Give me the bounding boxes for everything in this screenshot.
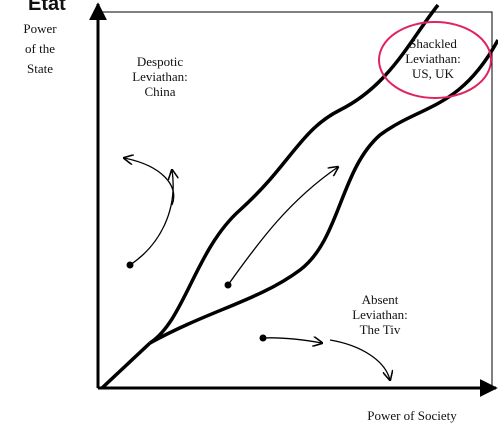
arrow bbox=[129, 170, 173, 266]
arrow bbox=[329, 339, 390, 380]
region-line: Despotic bbox=[137, 54, 183, 69]
y-label-line: of the bbox=[25, 41, 55, 56]
region-line: Absent bbox=[362, 292, 399, 307]
region-line: Shackled bbox=[409, 36, 457, 51]
x-axis-label: Power of Society bbox=[367, 408, 457, 423]
corridor-lower bbox=[149, 39, 498, 345]
region-line: Leviathan: bbox=[405, 51, 461, 66]
region-line: Leviathan: bbox=[132, 69, 188, 84]
region-label: Shackled Leviathan: US, UK bbox=[405, 36, 461, 81]
region-line: US, UK bbox=[412, 66, 455, 81]
corridor-upper bbox=[149, 3, 440, 345]
region-line: Leviathan: bbox=[352, 307, 408, 322]
region-line: China bbox=[144, 84, 175, 99]
arrow bbox=[227, 167, 338, 286]
y-label-line: Power bbox=[23, 21, 57, 36]
y-axis-label: Power of the State bbox=[23, 21, 57, 76]
title: Etat bbox=[28, 0, 66, 15]
region-label: Absent Leviathan: The Tiv bbox=[352, 292, 408, 337]
region-line: The Tiv bbox=[360, 322, 401, 337]
arrow bbox=[124, 158, 175, 206]
region-label: Despotic Leviathan: China bbox=[132, 54, 188, 99]
arrow bbox=[262, 338, 322, 343]
corridor-base bbox=[100, 341, 152, 390]
highlight-ellipse bbox=[378, 21, 492, 99]
y-label-line: State bbox=[27, 61, 53, 76]
